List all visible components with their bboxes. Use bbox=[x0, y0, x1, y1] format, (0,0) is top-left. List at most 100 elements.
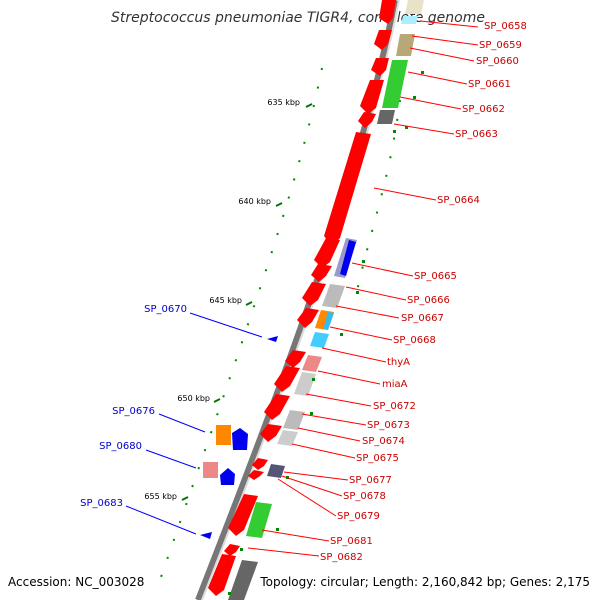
gene-label: SP_0678 bbox=[343, 491, 386, 502]
leader-line bbox=[399, 96, 462, 110]
kbp-ticks: 635 kbp 640 kbp 645 kbp 650 kbp 655 kbp bbox=[144, 98, 313, 501]
gene-label: SP_0679 bbox=[337, 511, 380, 522]
gene-label: SP_0674 bbox=[362, 436, 405, 447]
gene-label: SP_0665 bbox=[414, 271, 457, 282]
gene-label: SP_0668 bbox=[393, 335, 436, 346]
gene-label: SP_0664 bbox=[437, 195, 480, 206]
dot bbox=[312, 378, 315, 381]
tick-label-655: 655 kbp bbox=[144, 492, 177, 501]
leader-line bbox=[297, 427, 361, 442]
forward-cds-track bbox=[208, 0, 396, 596]
gene-label: SP_0670 bbox=[144, 304, 187, 315]
reverse-cds-arrow bbox=[200, 532, 212, 539]
leader-line bbox=[145, 449, 197, 469]
dot bbox=[310, 412, 313, 415]
dot bbox=[228, 592, 231, 595]
gene-box bbox=[216, 425, 231, 445]
reverse-genes bbox=[200, 336, 278, 539]
cds-arrow bbox=[314, 238, 340, 268]
dot bbox=[340, 333, 343, 336]
cds-arrow bbox=[302, 282, 326, 306]
forward-colored-track bbox=[228, 0, 424, 600]
leader-line bbox=[345, 286, 407, 301]
left-gene-labels: SP_0670 SP_0676 SP_0680 SP_0683 bbox=[80, 304, 187, 509]
cds-arrow bbox=[224, 544, 240, 556]
gene-box bbox=[246, 502, 272, 538]
cds-arrow bbox=[252, 458, 268, 470]
gene-box bbox=[283, 410, 305, 430]
gene-box bbox=[267, 464, 285, 478]
gene-box bbox=[294, 372, 316, 396]
dot bbox=[421, 71, 424, 74]
leader-line bbox=[261, 529, 330, 542]
right-gene-labels: SP_0658 SP_0659 SP_0660 SP_0661 SP_0662 … bbox=[320, 21, 527, 563]
dot bbox=[240, 548, 243, 551]
gene-box bbox=[377, 110, 395, 124]
gene-label: SP_0658 bbox=[484, 21, 527, 32]
cds-arrow bbox=[297, 308, 319, 328]
dot bbox=[276, 528, 279, 531]
cds-arrow bbox=[360, 80, 384, 114]
gene-box bbox=[340, 240, 356, 276]
leader-line bbox=[158, 413, 206, 433]
leader-line bbox=[281, 475, 343, 497]
gene-label: SP_0666 bbox=[407, 295, 450, 306]
gene-label: SP_0682 bbox=[320, 552, 363, 563]
leader-line bbox=[305, 393, 372, 407]
leader-line bbox=[283, 471, 349, 481]
tick-label-650: 650 kbp bbox=[177, 394, 210, 403]
gene-label: thyA bbox=[387, 357, 410, 368]
gene-box bbox=[401, 16, 418, 24]
gene-label: SP_0675 bbox=[356, 453, 399, 464]
tick-mark bbox=[213, 398, 221, 403]
leader-line bbox=[393, 123, 455, 135]
tick-mark bbox=[181, 496, 189, 501]
left-leader-lines bbox=[125, 312, 263, 535]
dot bbox=[356, 291, 359, 294]
tick-label-635: 635 kbp bbox=[267, 98, 300, 107]
cds-arrow bbox=[208, 554, 236, 596]
dot bbox=[362, 260, 365, 263]
cds-arrow bbox=[311, 264, 332, 282]
dot bbox=[393, 130, 396, 133]
gene-label: SP_0681 bbox=[330, 536, 373, 547]
cds-arrow bbox=[371, 58, 389, 76]
leader-line bbox=[317, 370, 381, 385]
map-title: Streptococcus pneumoniae TIGR4, complete… bbox=[111, 10, 485, 26]
cds-arrow bbox=[264, 394, 290, 420]
cds-arrow bbox=[358, 112, 376, 128]
gene-label: SP_0672 bbox=[373, 401, 416, 412]
cds-arrow bbox=[374, 30, 392, 50]
gene-box bbox=[405, 0, 424, 14]
tick-label-645: 645 kbp bbox=[209, 296, 242, 305]
gene-box bbox=[203, 462, 218, 478]
gene-box bbox=[382, 60, 408, 108]
leader-line bbox=[247, 547, 320, 557]
cds-arrow bbox=[324, 132, 371, 246]
leader-line bbox=[373, 187, 437, 201]
cds-arrow bbox=[228, 494, 258, 536]
reverse-cds-arrow bbox=[220, 468, 235, 485]
cds-arrow bbox=[379, 0, 396, 24]
gene-label: SP_0676 bbox=[112, 406, 155, 417]
gene-box bbox=[228, 560, 258, 600]
dot bbox=[413, 96, 416, 99]
tick-mark bbox=[275, 202, 283, 207]
tick-mark bbox=[305, 103, 313, 108]
gene-label: SP_0661 bbox=[468, 79, 511, 90]
cds-arrow bbox=[285, 350, 306, 368]
gene-label: SP_0663 bbox=[455, 129, 498, 140]
cds-arrow bbox=[260, 424, 282, 442]
gene-box bbox=[277, 430, 298, 446]
gene-label: SP_0667 bbox=[401, 313, 444, 324]
gene-box bbox=[322, 284, 345, 308]
reverse-cds-arrow bbox=[232, 428, 248, 450]
gene-box bbox=[310, 332, 329, 348]
leader-line bbox=[335, 305, 400, 319]
gene-label: SP_0662 bbox=[462, 104, 505, 115]
gene-label: SP_0680 bbox=[99, 441, 142, 452]
cds-arrow bbox=[274, 366, 300, 392]
leader-line bbox=[321, 347, 387, 363]
tick-mark bbox=[245, 301, 253, 306]
